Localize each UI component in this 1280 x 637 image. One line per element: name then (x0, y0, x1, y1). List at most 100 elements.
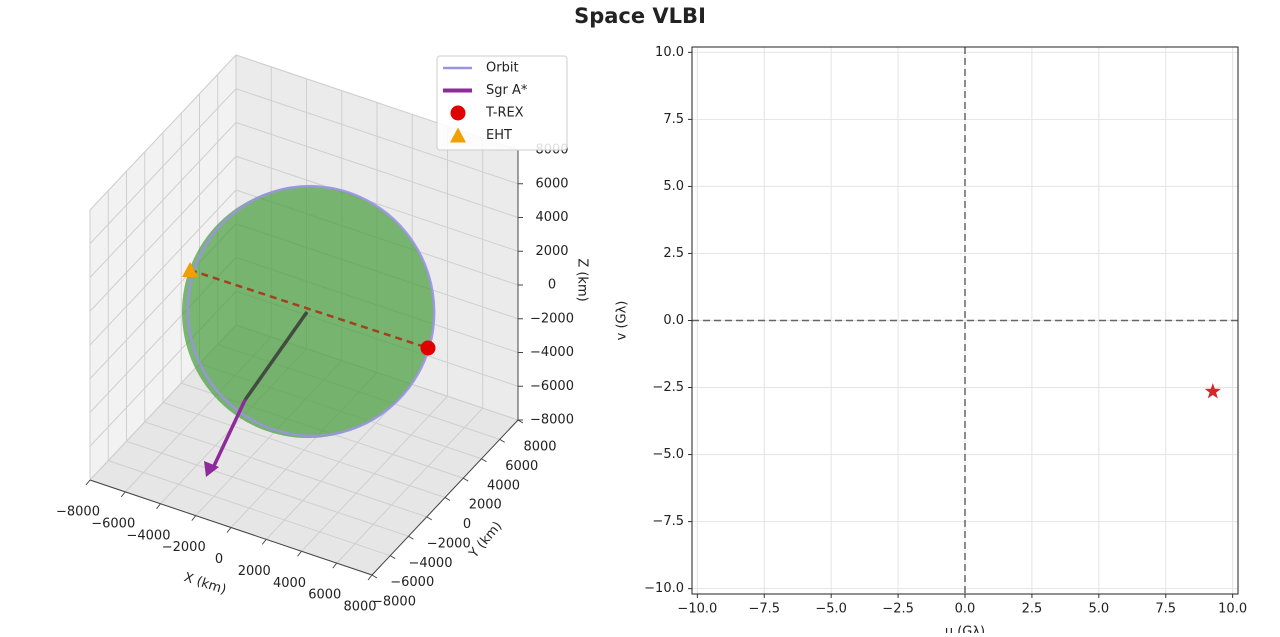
x-tick-label: −2.5 (882, 602, 914, 617)
y-tick-label: 0 (463, 517, 471, 532)
sgr-arrowhead (204, 461, 219, 477)
x-tick (261, 539, 267, 545)
y-tick-label: −5.0 (652, 447, 684, 462)
legend-label: T-REX (485, 106, 524, 121)
sgr-arrow (211, 399, 247, 469)
z-tick-label: −4000 (530, 345, 574, 360)
grid-line (235, 88, 519, 185)
legend-box (436, 55, 568, 151)
x-tick (226, 527, 232, 533)
legend-swatch (450, 127, 466, 143)
x-tick-label: 4000 (273, 576, 306, 591)
z-tick-label: 0 (548, 278, 556, 293)
x-tick-label: 6000 (308, 588, 341, 603)
y-tick-label: 10.0 (655, 45, 684, 60)
grid-line (108, 460, 391, 557)
z-axis-label: Z (km) (575, 258, 590, 301)
y-tick-label: −2000 (427, 536, 471, 551)
y-tick-label: 7.5 (663, 112, 684, 127)
x-tick-label: 10.0 (1218, 602, 1247, 617)
x-tick (332, 562, 338, 569)
y-tick-label: 6000 (505, 459, 538, 474)
axes-2d: −10.0 −7.5 −5.0 −2.5 0.0 2.5 5.0 7.5 10.0 −10.0 −7… (615, 45, 1248, 637)
y-tick (499, 438, 506, 443)
y-tick (462, 477, 469, 482)
z-tick-label: −2000 (530, 311, 574, 326)
x-axis-label: u (Gλ) (945, 625, 985, 634)
earth-sphere (182, 186, 434, 438)
axis-line (371, 419, 519, 576)
x-tick (367, 574, 373, 581)
y-tick-label: −2.5 (652, 380, 684, 395)
z-tick-label: −6000 (530, 379, 574, 394)
x-tick-label: 2.5 (1022, 602, 1043, 617)
x-tick-label: −10.0 (677, 602, 717, 617)
y-tick-label: 8000 (523, 440, 556, 455)
x-tick-label: −5.0 (815, 602, 847, 617)
y-tick (389, 555, 396, 560)
y-tick-label: 0.0 (663, 313, 684, 328)
legend-label: EHT (486, 128, 512, 143)
y-tick (426, 516, 433, 521)
sgr-direction (243, 310, 309, 402)
x-tick-label: 0 (215, 552, 223, 567)
y-tick (408, 535, 414, 540)
y-tick-label: 2.5 (663, 246, 684, 261)
legend-label: Sgr A* (486, 83, 528, 98)
z-tick-label: 2000 (535, 244, 568, 259)
x-tick-label: −7.5 (748, 602, 780, 617)
axes-3d: −8000−6000−4000−200002000400060008000−80… (56, 53, 590, 615)
x-tick-label: 2000 (238, 564, 271, 579)
grid-line (235, 155, 519, 252)
axis-line (89, 479, 373, 576)
y-tick-label: −4000 (409, 556, 453, 571)
x-tick-label: 7.5 (1155, 602, 1176, 617)
y-tick-label: 5.0 (663, 179, 684, 194)
x-tick (156, 503, 161, 510)
x-tick-label: −4000 (127, 528, 171, 543)
data-point (1204, 383, 1221, 399)
z-tick-label: 6000 (535, 176, 568, 191)
grid-line (89, 88, 237, 245)
grid-line (89, 189, 237, 346)
legend-label: Orbit (486, 61, 519, 76)
x-tick-label: −8000 (56, 505, 100, 520)
y-axis-label: v (Gλ) (615, 301, 630, 341)
grid-line (235, 122, 519, 218)
eht-marker (182, 262, 198, 277)
trex-marker (420, 340, 436, 356)
baseline (189, 268, 429, 350)
x-tick-label: 8000 (343, 600, 376, 615)
x-tick (191, 515, 197, 521)
x-tick (297, 550, 302, 557)
grid-line (126, 440, 409, 537)
y-tick-label: 4000 (487, 478, 520, 493)
grid-line (162, 402, 446, 498)
y-tick (444, 497, 451, 501)
y-tick-label: −10.0 (644, 581, 684, 596)
grid-line (144, 421, 427, 518)
x-tick (85, 479, 91, 486)
x-tick-label: 0.0 (955, 602, 976, 617)
x-tick-label: −6000 (91, 516, 135, 531)
grid-line (89, 54, 237, 211)
orbit (186, 184, 436, 438)
plot-frame (691, 46, 1239, 595)
y-tick-label: −8000 (372, 595, 416, 610)
x-tick-label: 5.0 (1088, 602, 1109, 617)
grid-line (89, 122, 237, 278)
grid-line (89, 155, 237, 312)
y-tick-label: −7.5 (652, 514, 684, 529)
legend-swatch (450, 105, 466, 121)
figure-title: Space VLBI (574, 4, 706, 28)
y-tick-label: −6000 (390, 575, 434, 590)
y-tick-label: 2000 (469, 498, 502, 513)
y-tick (371, 574, 378, 579)
x-tick (120, 491, 126, 498)
x-tick-label: −2000 (162, 540, 206, 555)
z-tick-label: 4000 (535, 210, 568, 225)
z-tick-label: −8000 (530, 413, 574, 428)
y-tick (481, 458, 487, 463)
